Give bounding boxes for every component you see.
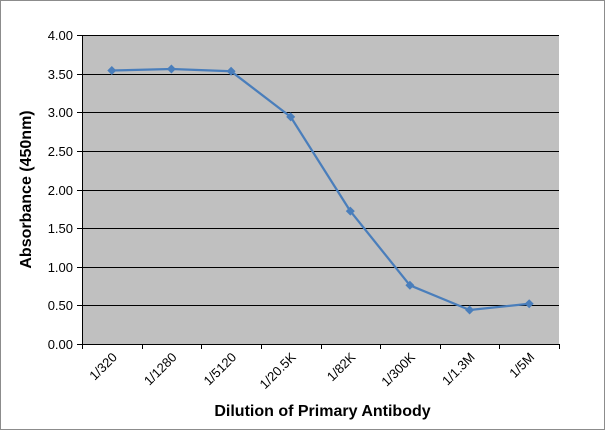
gridlines	[77, 35, 559, 345]
y-tick-label: 4.00	[48, 28, 73, 43]
x-axis-title: Dilution of Primary Antibody	[214, 403, 430, 420]
series-line	[111, 67, 530, 312]
y-tick-label: 2.00	[48, 183, 73, 198]
x-tick-label: 1/82K	[324, 349, 359, 384]
y-tick-label: 0.50	[48, 298, 73, 313]
data-point	[345, 206, 355, 216]
data-point	[405, 280, 415, 290]
x-tick-label: 1/1.3M	[439, 350, 478, 389]
x-tick-label: 1/300K	[378, 349, 418, 389]
y-tick-label: 3.00	[48, 105, 73, 120]
y-tick-label: 2.50	[48, 144, 73, 159]
x-tick-labels: 1/320 1/1280 1/5120 1/20.5K 1/82K 1/300K 1/1.3…	[86, 349, 537, 392]
y-tick-label: 1.00	[48, 260, 73, 275]
x-tick-label: 1/1280	[141, 350, 180, 389]
series	[107, 64, 534, 315]
plot-area	[82, 35, 559, 344]
data-point	[465, 305, 475, 315]
data-point	[107, 66, 117, 75]
y-tick-labels: 0.00 0.50 1.00 1.50 2.00 2.50 3.00 3.50 4.00	[48, 28, 73, 352]
data-point	[166, 64, 176, 74]
axes	[82, 35, 560, 349]
x-tick-label: 1/5120	[200, 350, 239, 389]
data-point	[286, 112, 296, 122]
y-axis-title: Absorbance (450nm)	[18, 110, 35, 268]
x-tick-label: 1/320	[86, 350, 120, 384]
y-tick-label: 1.50	[48, 221, 73, 236]
data-point	[226, 66, 236, 76]
x-tick-label: 1/20.5K	[257, 349, 300, 392]
data-point	[524, 299, 534, 309]
x-tick-label: 1/5M	[506, 350, 537, 381]
y-tick-label: 0.00	[48, 337, 73, 352]
y-tick-label: 3.50	[48, 67, 73, 82]
